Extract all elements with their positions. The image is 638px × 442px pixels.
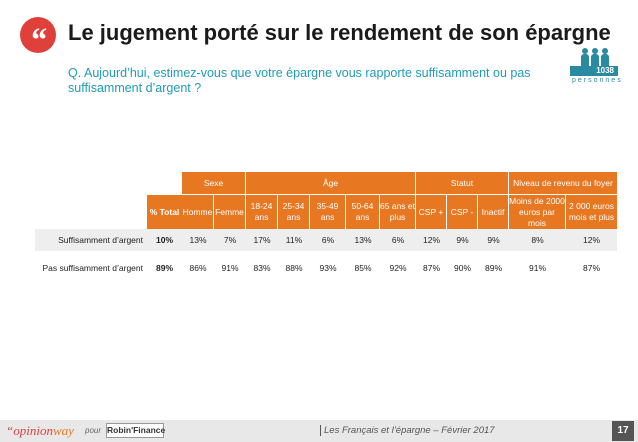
page-title: Le jugement porté sur le rendement de so… bbox=[68, 20, 611, 45]
group-header-age: Âge bbox=[246, 172, 416, 194]
row-label: Suffisamment d’argent bbox=[58, 234, 143, 245]
table-cell: 88% bbox=[285, 262, 303, 273]
column-header: 2 000 euros mois et plus bbox=[566, 195, 617, 229]
person-icon bbox=[602, 48, 608, 54]
table-cell: 91% bbox=[221, 262, 239, 273]
column-header: Inactif bbox=[478, 195, 509, 229]
person-icon bbox=[582, 48, 588, 54]
table-cell: 87% bbox=[582, 262, 600, 273]
table-cell: 17% bbox=[253, 234, 271, 245]
sample-size-badge: 1038 personnes bbox=[570, 46, 623, 86]
table-cell: 13% bbox=[189, 234, 207, 245]
partner-logo: Robin'Finance bbox=[106, 423, 165, 438]
column-header: Moins de 2000 euros par mois bbox=[509, 195, 566, 229]
table-cell: 89% bbox=[155, 262, 173, 273]
table-cell: 12% bbox=[582, 234, 600, 245]
question-text: Q. Aujourd’hui, estimez-vous que votre é… bbox=[68, 66, 531, 95]
table-cell: 86% bbox=[189, 262, 207, 273]
person-icon bbox=[591, 54, 599, 68]
column-header: CSP + bbox=[416, 195, 447, 229]
table-cell: 90% bbox=[453, 262, 471, 273]
table-cell: 89% bbox=[484, 262, 502, 273]
group-header-statut: Statut bbox=[416, 172, 509, 194]
table-cell: 13% bbox=[354, 234, 372, 245]
column-header: 50-64 ans bbox=[346, 195, 380, 229]
column-header: 25-34 ans bbox=[278, 195, 310, 229]
column-header: CSP - bbox=[447, 195, 478, 229]
column-header: Femme bbox=[214, 195, 246, 229]
table-cell: 83% bbox=[253, 262, 271, 273]
table-row bbox=[35, 229, 617, 251]
footer: “opinionway pour Robin'Finance Les Franç… bbox=[0, 420, 638, 442]
table-cell: 11% bbox=[285, 234, 303, 245]
column-header-total: % Total bbox=[147, 195, 182, 229]
table-cell: 6% bbox=[391, 234, 405, 245]
table-cell: 85% bbox=[354, 262, 372, 273]
opinionway-logo: “opinionway bbox=[6, 423, 74, 439]
brand-part-a: “opinion bbox=[6, 423, 53, 438]
study-title: Les Français et l’épargne – Février 2017 bbox=[320, 425, 495, 436]
brand-part-b: way bbox=[52, 423, 74, 438]
table-cell: 8% bbox=[531, 234, 544, 245]
sample-unit: personnes bbox=[572, 77, 623, 84]
table-cell: 91% bbox=[528, 262, 546, 273]
group-header-revenu: Niveau de revenu du foyer bbox=[509, 172, 617, 194]
row-label: Pas suffisamment d’argent bbox=[42, 262, 143, 273]
person-icon bbox=[592, 48, 598, 54]
pour-text: pour bbox=[85, 426, 102, 435]
column-header: Homme bbox=[182, 195, 214, 229]
column-header: 35-49 ans bbox=[310, 195, 346, 229]
table-cell: 6% bbox=[321, 234, 335, 245]
sample-count: 1038 bbox=[570, 66, 618, 76]
table-cell: 10% bbox=[155, 234, 173, 245]
page-number: 17 bbox=[612, 421, 634, 441]
column-header: 65 ans et plus bbox=[380, 195, 416, 229]
table-cell: 92% bbox=[389, 262, 407, 273]
person-icon bbox=[581, 54, 589, 68]
group-header-sexe: Sexe bbox=[182, 172, 246, 194]
person-icon bbox=[601, 54, 609, 68]
table-cell: 87% bbox=[422, 262, 440, 273]
column-header: 18-24 ans bbox=[246, 195, 278, 229]
quote-badge: “ bbox=[20, 17, 56, 59]
table-cell: 9% bbox=[487, 234, 500, 245]
table-cell: 12% bbox=[422, 234, 440, 245]
table-cell: 9% bbox=[456, 234, 469, 245]
table-cell: 93% bbox=[319, 262, 337, 273]
table-cell: 7% bbox=[223, 234, 237, 245]
